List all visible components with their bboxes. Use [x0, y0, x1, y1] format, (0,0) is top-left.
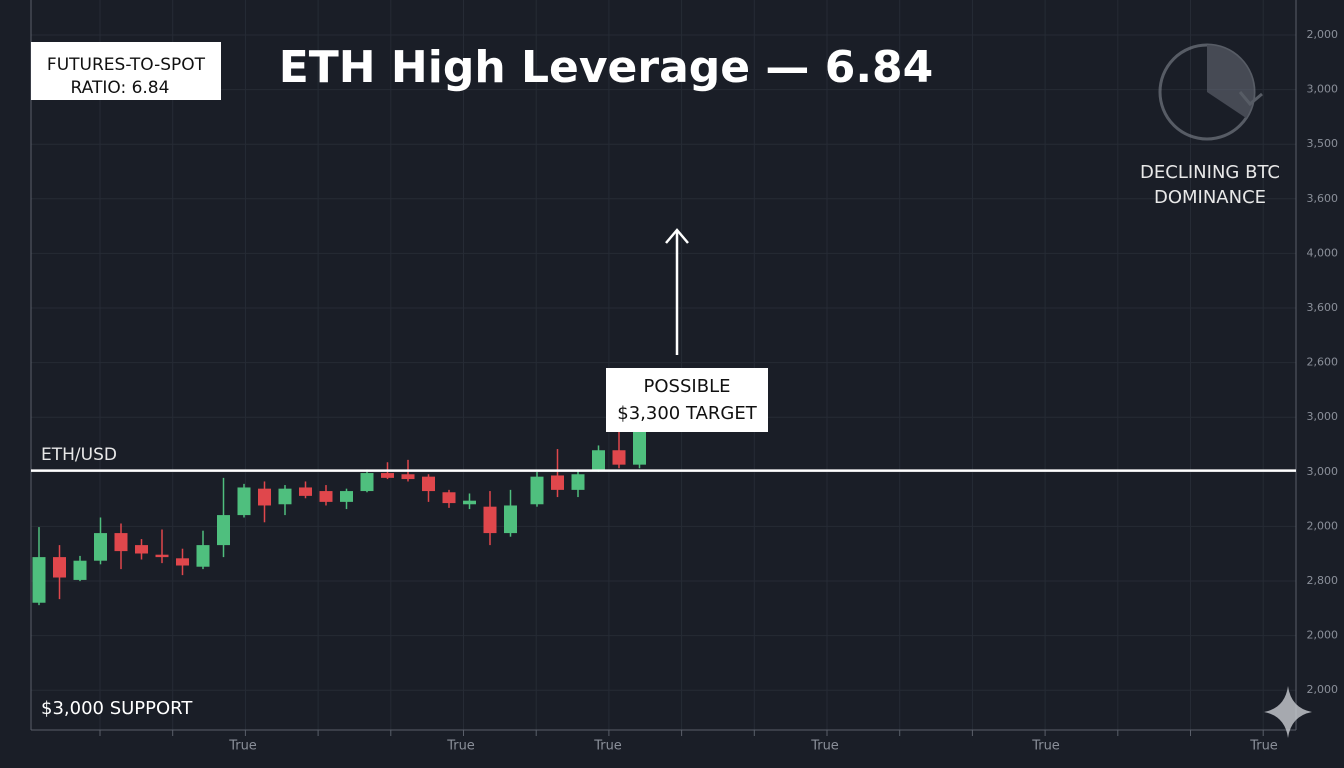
- dominance-note: DECLINING BTC: [1140, 162, 1280, 183]
- candle-body: [114, 533, 128, 552]
- candle-body: [94, 533, 107, 561]
- y-axis-label: 3,000: [1307, 465, 1339, 478]
- y-axis-label: 2,600: [1307, 356, 1339, 369]
- candle-body: [381, 473, 394, 478]
- y-axis-label: 2,800: [1307, 574, 1339, 587]
- y-axis-label: 3,600: [1307, 192, 1339, 205]
- candle-body: [592, 450, 605, 470]
- y-axis-label: 3,500: [1307, 137, 1339, 150]
- y-axis-label: 3,000: [1307, 410, 1339, 423]
- y-axis-label: 2,000: [1307, 519, 1339, 532]
- candle-body: [237, 487, 251, 516]
- candle-body: [340, 491, 353, 502]
- candle-body: [53, 557, 66, 578]
- x-axis-label: True: [446, 739, 475, 754]
- y-axis-label: 2,000: [1307, 28, 1339, 41]
- ratio-box: [31, 42, 221, 100]
- candle-body: [422, 476, 435, 492]
- candle-body: [73, 560, 87, 580]
- x-axis-label: True: [1249, 739, 1278, 754]
- candle-body: [360, 473, 374, 492]
- x-axis-label: True: [593, 739, 622, 754]
- candle-body: [401, 474, 415, 480]
- candles: [32, 420, 646, 606]
- pie-icon: [1158, 43, 1263, 141]
- sparkle-icon: [1264, 686, 1312, 738]
- x-axis-label: True: [228, 739, 257, 754]
- support-label: $3,000 SUPPORT: [41, 698, 193, 719]
- candle-body: [571, 474, 585, 490]
- candle-body: [155, 554, 169, 558]
- candle-body: [32, 557, 46, 603]
- target-note: POSSIBLE: [644, 376, 731, 397]
- candle-body: [217, 515, 230, 546]
- y-axis-label: 2,000: [1307, 683, 1339, 696]
- candle-body: [319, 491, 333, 502]
- x-axis-label: True: [1031, 739, 1060, 754]
- ratio-text: RATIO: 6.84: [71, 78, 170, 98]
- y-axis-label: 3,000: [1307, 83, 1339, 96]
- candle-body: [299, 487, 312, 496]
- x-axis-label: True: [810, 739, 839, 754]
- y-axis-label: 3,600: [1307, 301, 1339, 314]
- dominance-note: DOMINANCE: [1154, 187, 1266, 208]
- candle-body: [612, 450, 626, 465]
- candle-body: [463, 500, 476, 505]
- candle-body: [442, 492, 456, 504]
- candle-body: [551, 475, 564, 490]
- candle-body: [633, 427, 646, 465]
- candle-body: [135, 545, 148, 554]
- chart-title: ETH High Leverage — 6.84: [279, 42, 934, 93]
- ratio-text: FUTURES-TO-SPOT: [47, 55, 206, 75]
- target-note: $3,300 TARGET: [617, 403, 757, 424]
- y-axis-label: 2,000: [1307, 629, 1339, 642]
- candle-body: [483, 506, 497, 534]
- candle-body: [278, 488, 292, 505]
- target-box: [606, 368, 768, 432]
- candle-body: [258, 488, 271, 506]
- y-axis-label: 4,000: [1307, 246, 1339, 259]
- reference-label: ETH/USD: [41, 445, 117, 465]
- target-arrow: [665, 228, 689, 355]
- candle-body: [504, 505, 517, 534]
- candle-body: [530, 476, 544, 505]
- candle-body: [176, 558, 189, 566]
- candle-body: [196, 545, 210, 567]
